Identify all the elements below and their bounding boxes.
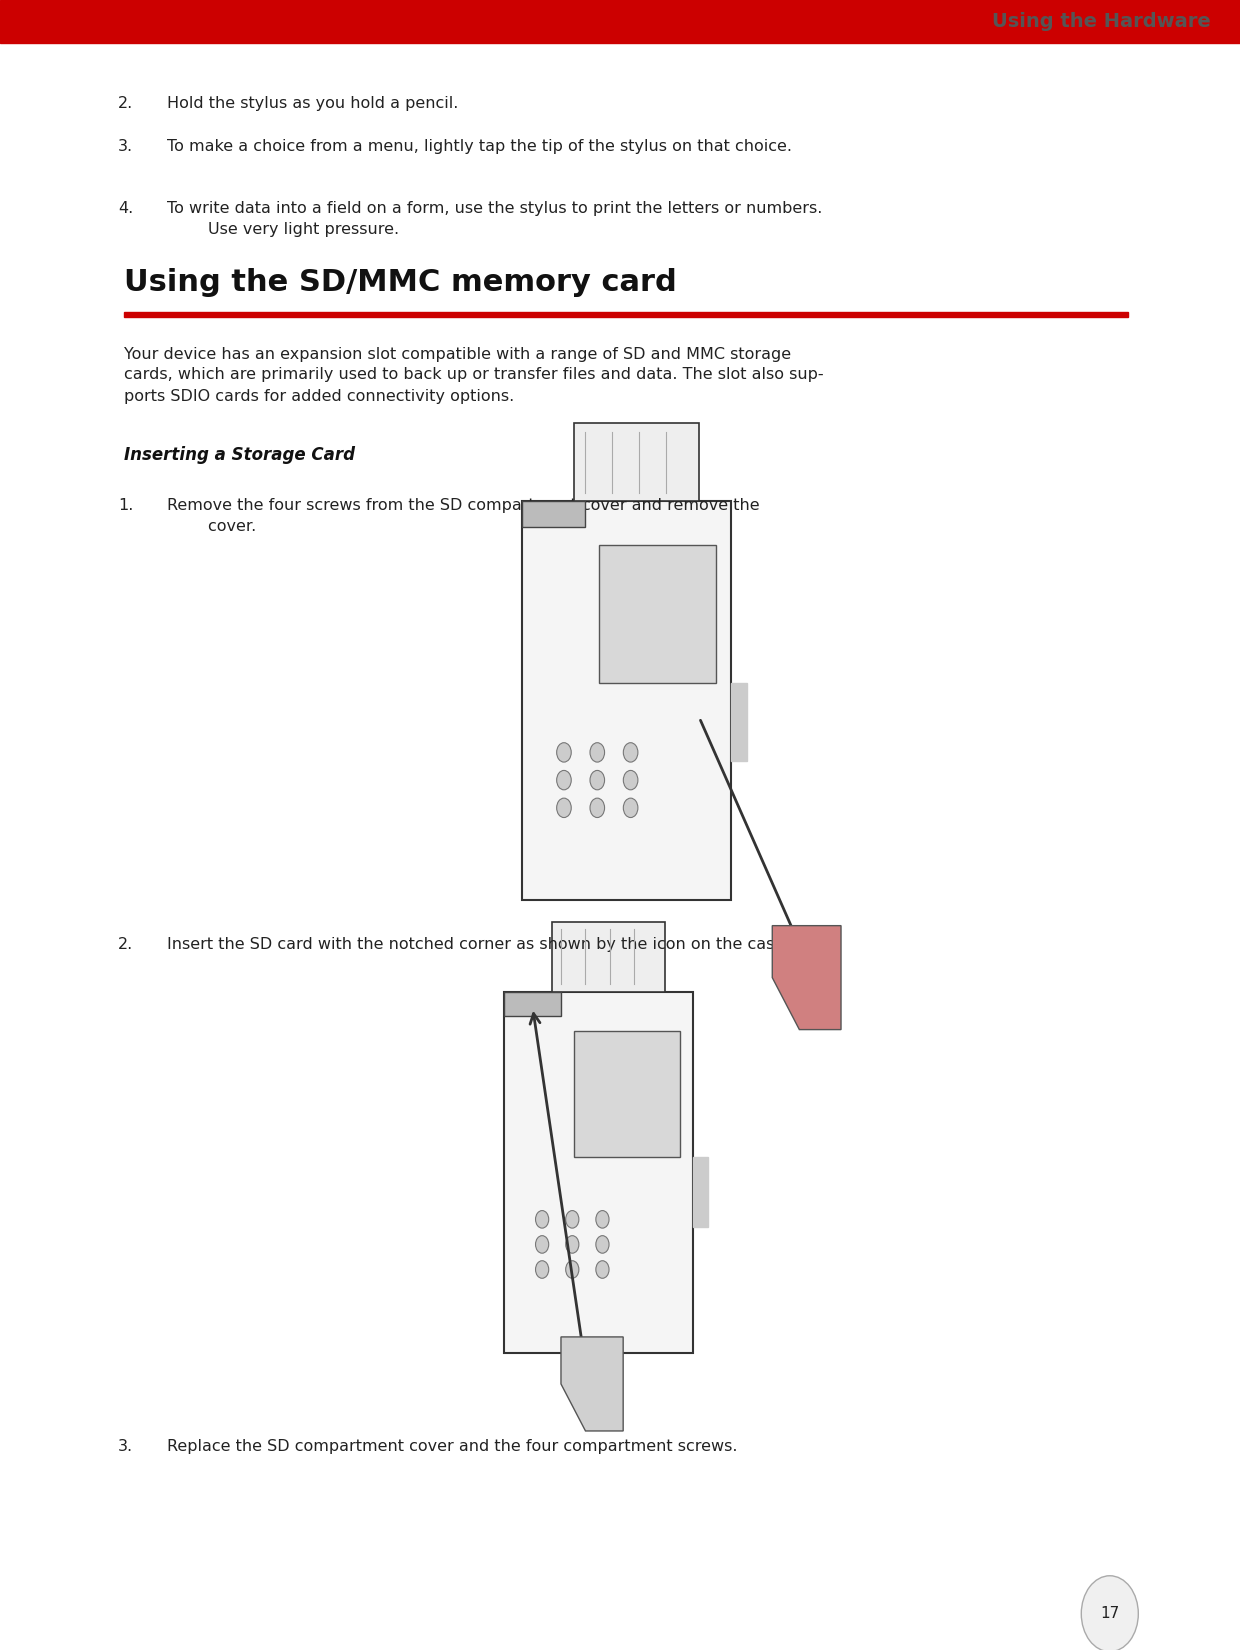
Circle shape [565, 1261, 579, 1279]
Bar [693, 1157, 708, 1228]
Text: 17: 17 [1100, 1605, 1120, 1622]
Polygon shape [522, 502, 585, 528]
Text: 1.: 1. [118, 498, 133, 513]
Circle shape [536, 1211, 549, 1228]
Circle shape [624, 742, 637, 762]
Bar [730, 683, 748, 761]
Circle shape [596, 1211, 609, 1228]
Text: 4.: 4. [118, 201, 133, 216]
Polygon shape [505, 992, 560, 1015]
Text: Replace the SD compartment cover and the four compartment screws.: Replace the SD compartment cover and the… [167, 1439, 738, 1454]
Circle shape [565, 1236, 579, 1254]
Text: To write data into a field on a form, use the stylus to print the letters or num: To write data into a field on a form, us… [167, 201, 823, 238]
Bar [124, 312, 1128, 317]
Circle shape [596, 1236, 609, 1254]
Circle shape [596, 1261, 609, 1279]
Text: To make a choice from a menu, lightly tap the tip of the stylus on that choice.: To make a choice from a menu, lightly ta… [167, 139, 792, 153]
Circle shape [1081, 1576, 1138, 1650]
Polygon shape [574, 424, 699, 502]
Text: Your device has an expansion slot compatible with a range of SD and MMC storage
: Your device has an expansion slot compat… [124, 346, 823, 404]
Polygon shape [522, 502, 730, 899]
Circle shape [590, 771, 605, 790]
Circle shape [624, 771, 637, 790]
Polygon shape [560, 1336, 624, 1431]
Polygon shape [505, 992, 693, 1353]
Circle shape [624, 799, 637, 817]
Polygon shape [552, 921, 665, 992]
Text: Insert the SD card with the notched corner as shown by the icon on the case.: Insert the SD card with the notched corn… [167, 937, 790, 952]
Circle shape [565, 1211, 579, 1228]
Text: Hold the stylus as you hold a pencil.: Hold the stylus as you hold a pencil. [167, 96, 459, 111]
Text: Using the SD/MMC memory card: Using the SD/MMC memory card [124, 267, 677, 297]
Text: Remove the four screws from the SD compartment cover and remove the
        cove: Remove the four screws from the SD compa… [167, 498, 760, 535]
Bar [0, 0, 1240, 43]
Polygon shape [599, 544, 715, 683]
Circle shape [557, 799, 572, 817]
Text: Inserting a Storage Card: Inserting a Storage Card [124, 446, 355, 464]
Circle shape [590, 799, 605, 817]
Circle shape [557, 742, 572, 762]
Circle shape [536, 1261, 549, 1279]
Text: 2.: 2. [118, 937, 133, 952]
Text: 2.: 2. [118, 96, 133, 111]
Text: 3.: 3. [118, 1439, 133, 1454]
Polygon shape [574, 1031, 680, 1157]
Polygon shape [773, 926, 841, 1030]
Text: Chapter 2: Chapter 2 [856, 12, 963, 31]
Circle shape [557, 771, 572, 790]
Circle shape [536, 1236, 549, 1254]
Text: 3.: 3. [118, 139, 133, 153]
Text: Using the Hardware: Using the Hardware [992, 12, 1210, 31]
Circle shape [590, 742, 605, 762]
